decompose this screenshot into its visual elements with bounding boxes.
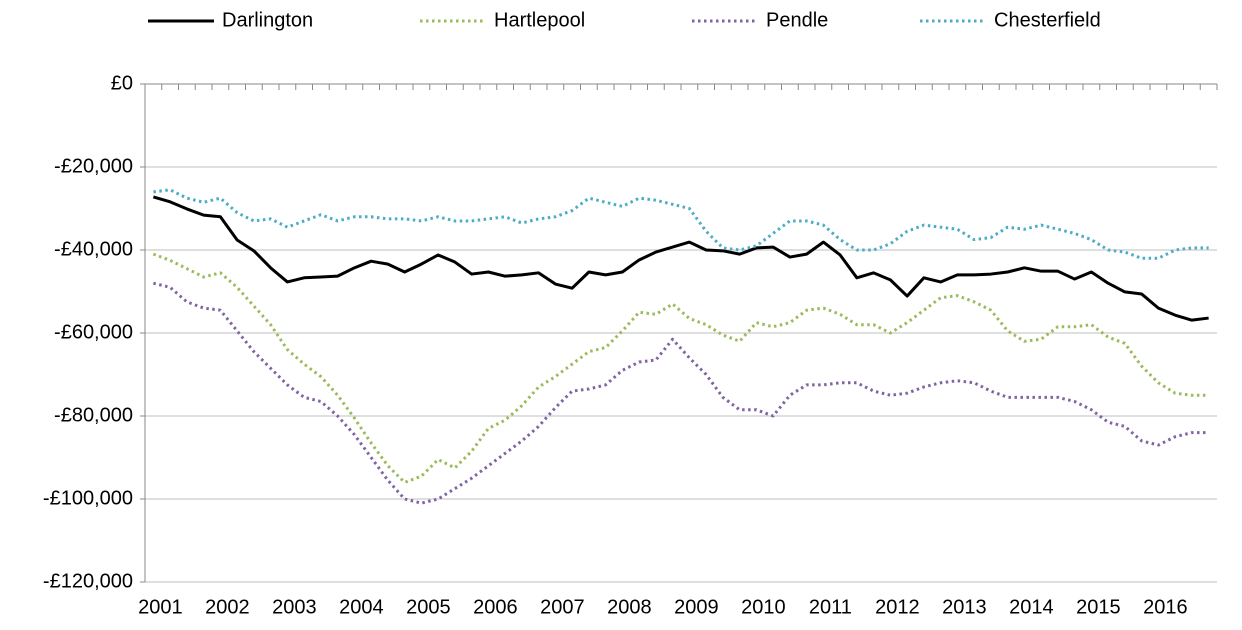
series-line <box>153 188 1209 260</box>
legend-label: Pendle <box>766 9 828 31</box>
legend-label: Hartlepool <box>494 9 585 31</box>
x-tick-label: 2008 <box>607 596 652 618</box>
x-tick-label: 2002 <box>205 596 250 618</box>
x-tick-label: 2003 <box>272 596 317 618</box>
series-line <box>152 195 1209 322</box>
x-tick-label: 2010 <box>741 596 786 618</box>
x-tick-label: 2011 <box>809 596 852 618</box>
y-tick-label: -£100,000 <box>43 487 133 509</box>
x-tick-label: 2001 <box>138 596 183 618</box>
series-line <box>153 281 1209 505</box>
x-tick-label: 2013 <box>942 596 987 618</box>
x-tick-label: 2015 <box>1076 596 1121 618</box>
y-tick-label: -£80,000 <box>54 404 133 426</box>
x-tick-label: 2007 <box>540 596 585 618</box>
x-tick-label: 2014 <box>1009 596 1054 618</box>
y-tick-label: -£40,000 <box>54 238 133 260</box>
x-tick-label: 2004 <box>339 596 384 618</box>
x-tick-label: 2009 <box>674 596 719 618</box>
y-tick-label: -£20,000 <box>54 155 133 177</box>
x-tick-label: 2006 <box>473 596 518 618</box>
y-tick-label: £0 <box>111 72 133 94</box>
legend-label: Chesterfield <box>994 9 1101 31</box>
x-tick-label: 2016 <box>1143 596 1188 618</box>
legend-label: Darlington <box>222 9 313 31</box>
x-tick-label: 2005 <box>406 596 451 618</box>
x-tick-label: 2012 <box>875 596 920 618</box>
series-line <box>152 252 1209 484</box>
y-tick-label: -£120,000 <box>43 570 133 592</box>
y-tick-label: -£60,000 <box>54 321 133 343</box>
